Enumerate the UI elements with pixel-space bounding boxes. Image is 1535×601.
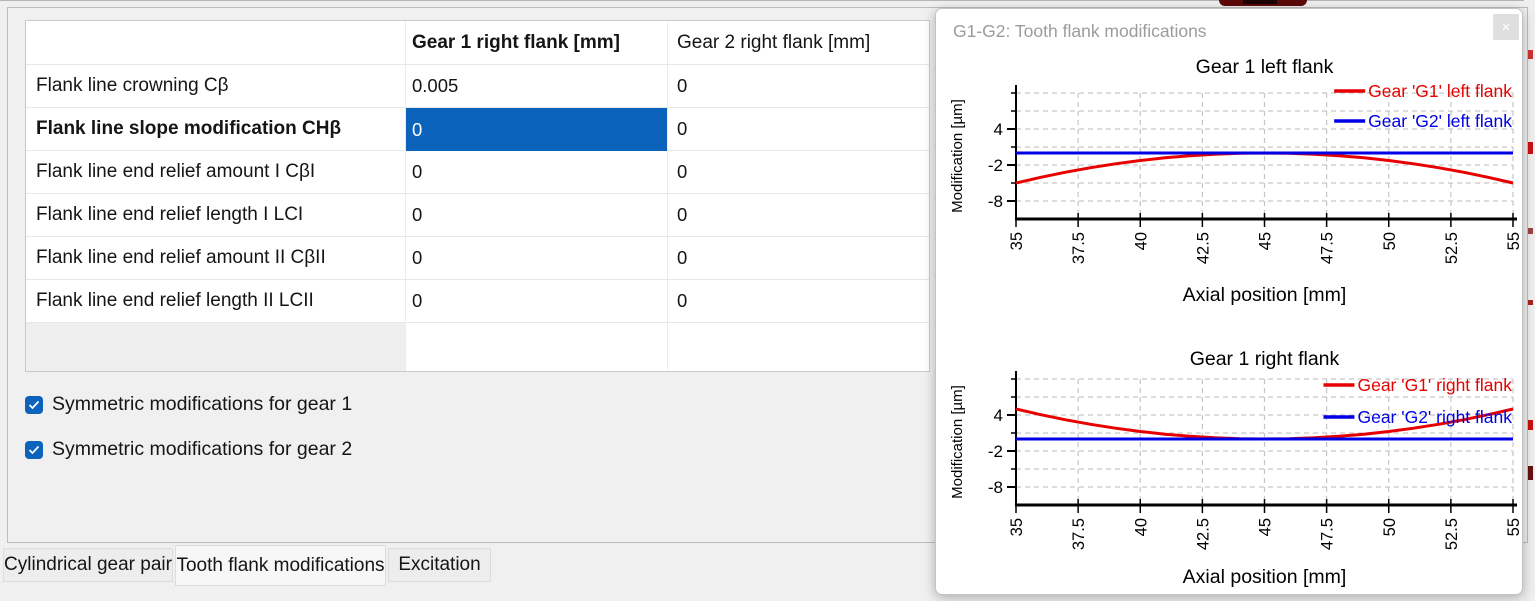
svg-text:-2: -2 xyxy=(988,156,1003,175)
background-fragment xyxy=(1526,420,1533,430)
cell-relief-length2-gear2[interactable]: 0 xyxy=(668,280,929,323)
background-gear-drawing-fragment xyxy=(1243,0,1277,4)
tooth-flank-modifications-dialog: G1-G2: Tooth flank modifications × 4 -2 -8… xyxy=(935,8,1523,595)
symmetric-gear1-checkbox-row[interactable]: Symmetric modifications for gear 1 xyxy=(25,393,352,416)
svg-text:Gear 'G2' right flank: Gear 'G2' right flank xyxy=(1357,407,1512,427)
table-header-gear1: Gear 1 right flank [mm] xyxy=(406,21,668,65)
table-filler xyxy=(668,323,929,371)
row-label-end-relief-amount-1: Flank line end relief amount I CβI xyxy=(26,151,406,194)
symmetric-gear2-label: Symmetric modifications for gear 2 xyxy=(52,438,353,460)
cell-relief-amount2-gear2[interactable]: 0 xyxy=(668,237,929,280)
svg-text:Modification [µm]: Modification [µm] xyxy=(949,385,966,499)
svg-text:35: 35 xyxy=(1008,232,1026,250)
svg-text:42.5: 42.5 xyxy=(1194,518,1212,550)
table-header-empty xyxy=(26,21,406,65)
cell-crowning-gear1[interactable]: 0.005 xyxy=(406,65,668,108)
svg-text:Modification [µm]: Modification [µm] xyxy=(949,99,966,213)
background-fragment xyxy=(1526,466,1533,480)
svg-text:45: 45 xyxy=(1257,518,1275,536)
svg-text:-8: -8 xyxy=(988,192,1003,211)
flank-modification-table: Gear 1 right flank [mm] Gear 2 right fla… xyxy=(25,20,930,372)
svg-text:37.5: 37.5 xyxy=(1070,232,1088,264)
cell-relief-amount1-gear2[interactable]: 0 xyxy=(668,151,929,194)
svg-text:Axial position [mm]: Axial position [mm] xyxy=(1183,566,1347,588)
cell-slope-gear2[interactable]: 0 xyxy=(668,108,929,151)
tab-tooth-flank-modifications[interactable]: Tooth flank modifications xyxy=(175,545,386,586)
svg-text:Gear 1 left flank: Gear 1 left flank xyxy=(1196,56,1334,78)
tab-cylindrical-gear-pair[interactable]: Cylindrical gear pair xyxy=(3,548,173,582)
chart-gear1-right-flank: 4 -2 -8 35 37.5 40 42.5 45 47.5 50 52.5 55 Gear 'G1'… xyxy=(949,348,1523,588)
svg-text:47.5: 47.5 xyxy=(1319,518,1337,550)
cell-relief-amount2-gear1[interactable]: 0 xyxy=(406,237,668,280)
svg-text:42.5: 42.5 xyxy=(1194,232,1212,264)
close-icon[interactable]: × xyxy=(1493,14,1519,40)
svg-text:47.5: 47.5 xyxy=(1319,232,1337,264)
table-header-gear2: Gear 2 right flank [mm] xyxy=(668,21,929,65)
chart-gear1-left-flank: 4 -2 -8 35 37.5 40 42.5 45 47.5 50 52.5 55 Gear 'G1'… xyxy=(949,56,1523,306)
checkbox-checked-icon[interactable] xyxy=(25,395,43,414)
svg-text:Gear 'G1' left flank: Gear 'G1' left flank xyxy=(1368,81,1512,101)
svg-text:Gear 1 right flank: Gear 1 right flank xyxy=(1190,348,1340,370)
cell-slope-gear1-selected[interactable]: 0 xyxy=(406,108,668,151)
cell-relief-length1-gear1[interactable]: 0 xyxy=(406,194,668,237)
symmetric-gear1-label: Symmetric modifications for gear 1 xyxy=(52,393,353,415)
svg-text:50: 50 xyxy=(1381,232,1399,250)
svg-text:55: 55 xyxy=(1505,518,1523,536)
svg-text:-2: -2 xyxy=(988,442,1003,461)
svg-text:55: 55 xyxy=(1505,232,1523,250)
symmetric-gear2-checkbox-row[interactable]: Symmetric modifications for gear 2 xyxy=(25,438,352,461)
background-fragment xyxy=(1526,228,1533,234)
svg-text:Gear 'G1' right flank: Gear 'G1' right flank xyxy=(1357,375,1512,395)
svg-text:-8: -8 xyxy=(988,478,1003,497)
background-fragment xyxy=(1526,50,1533,59)
svg-text:45: 45 xyxy=(1257,232,1275,250)
row-label-end-relief-amount-2: Flank line end relief amount II CβII xyxy=(26,237,406,280)
cell-relief-amount1-gear1[interactable]: 0 xyxy=(406,151,668,194)
background-window-edge xyxy=(1524,0,1535,601)
svg-text:37.5: 37.5 xyxy=(1070,518,1088,550)
table-filler xyxy=(26,323,406,371)
dialog-title: G1-G2: Tooth flank modifications xyxy=(953,21,1207,41)
svg-text:Gear 'G2' left flank: Gear 'G2' left flank xyxy=(1368,111,1512,131)
tab-excitation[interactable]: Excitation xyxy=(388,548,491,582)
svg-text:Axial position [mm]: Axial position [mm] xyxy=(1183,284,1347,306)
bottom-tab-bar: Cylindrical gear pair Tooth flank modifi… xyxy=(0,543,930,601)
svg-text:35: 35 xyxy=(1008,518,1026,536)
row-label-end-relief-length-2: Flank line end relief length II LCII xyxy=(26,280,406,323)
row-label-end-relief-length-1: Flank line end relief length I LCI xyxy=(26,194,406,237)
table-filler xyxy=(406,323,668,371)
row-label-crowning: Flank line crowning Cβ xyxy=(26,65,406,108)
background-fragment xyxy=(1526,300,1533,305)
svg-text:50: 50 xyxy=(1381,518,1399,536)
cell-crowning-gear2[interactable]: 0 xyxy=(668,65,929,108)
cell-relief-length1-gear2[interactable]: 0 xyxy=(668,194,929,237)
window-top-border xyxy=(0,0,1535,1)
svg-text:4: 4 xyxy=(994,406,1003,425)
row-label-slope-modification: Flank line slope modification CHβ xyxy=(26,108,406,151)
svg-text:40: 40 xyxy=(1132,232,1150,250)
background-fragment xyxy=(1526,142,1533,154)
cell-relief-length2-gear1[interactable]: 0 xyxy=(406,280,668,323)
svg-text:52.5: 52.5 xyxy=(1443,518,1461,550)
checkbox-checked-icon[interactable] xyxy=(25,440,43,459)
svg-text:40: 40 xyxy=(1132,518,1150,536)
svg-text:52.5: 52.5 xyxy=(1443,232,1461,264)
svg-text:4: 4 xyxy=(994,120,1003,139)
